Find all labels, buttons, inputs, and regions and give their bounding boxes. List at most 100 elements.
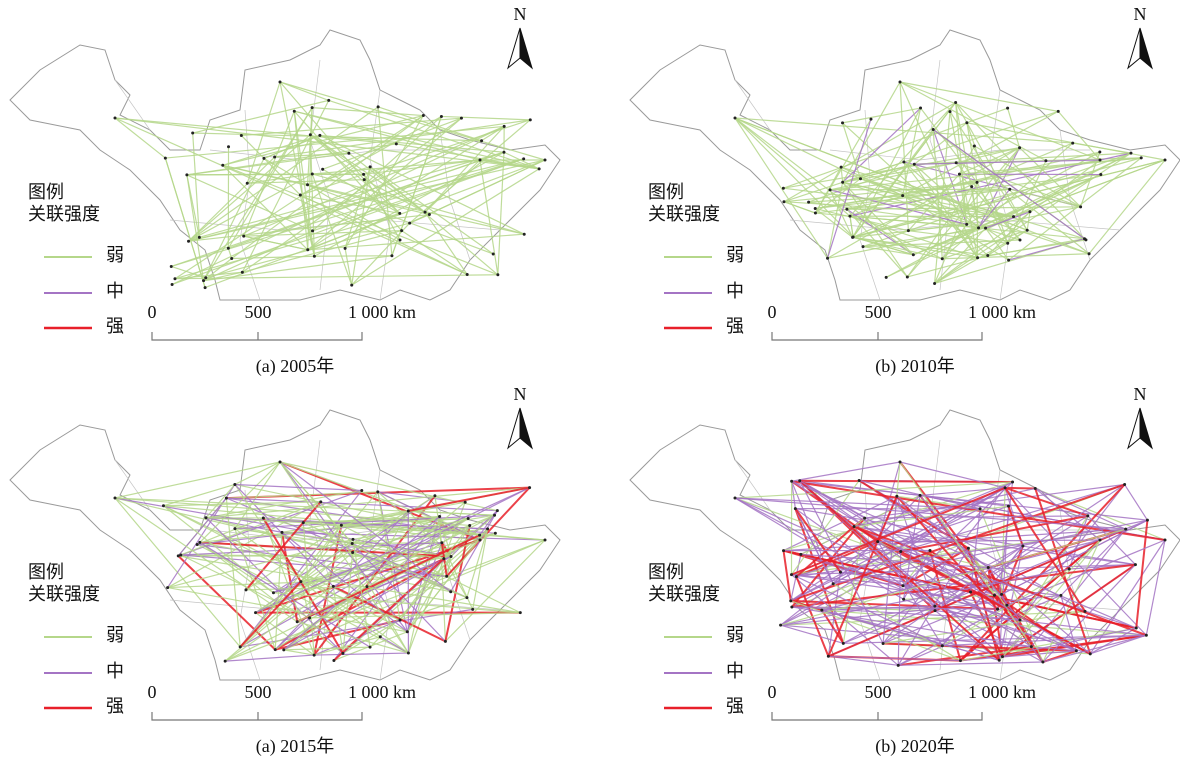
legend-subtitle: 关联强度 bbox=[28, 204, 100, 224]
scale-label: 500 bbox=[865, 682, 892, 702]
city-node bbox=[907, 229, 910, 232]
city-node bbox=[496, 509, 499, 512]
city-node bbox=[468, 524, 471, 527]
city-node bbox=[332, 585, 335, 588]
city-node bbox=[362, 173, 365, 176]
city-node bbox=[198, 541, 201, 544]
city-node bbox=[987, 566, 990, 569]
city-node bbox=[826, 257, 829, 260]
city-node bbox=[306, 248, 309, 251]
city-node bbox=[196, 543, 199, 546]
city-node bbox=[1124, 528, 1127, 531]
city-node bbox=[993, 594, 996, 597]
scale-label: 0 bbox=[148, 302, 157, 322]
legend-label: 弱 bbox=[726, 245, 744, 265]
city-node bbox=[851, 236, 854, 239]
legend-subtitle: 关联强度 bbox=[648, 204, 720, 224]
city-node bbox=[233, 483, 236, 486]
link bbox=[900, 82, 1058, 111]
link bbox=[400, 598, 467, 620]
city-node bbox=[313, 654, 316, 657]
city-node bbox=[1129, 152, 1132, 155]
link bbox=[187, 174, 364, 175]
city-node bbox=[166, 586, 169, 589]
city-node bbox=[293, 110, 296, 113]
city-node bbox=[390, 254, 393, 257]
city-node bbox=[973, 145, 976, 148]
city-node bbox=[242, 235, 245, 238]
city-node bbox=[869, 118, 872, 121]
north-arrow bbox=[520, 408, 532, 448]
city-node bbox=[976, 256, 979, 259]
city-node bbox=[369, 165, 372, 168]
city-node bbox=[1099, 173, 1102, 176]
city-node bbox=[1041, 661, 1044, 664]
link bbox=[193, 100, 329, 133]
city-node bbox=[494, 532, 497, 535]
city-node bbox=[191, 132, 194, 135]
city-node bbox=[177, 554, 180, 557]
city-node bbox=[428, 213, 431, 216]
city-node bbox=[807, 201, 810, 204]
panel-caption: (a) 2015年 bbox=[256, 736, 334, 757]
city-node bbox=[502, 151, 505, 154]
city-node bbox=[1001, 655, 1004, 658]
city-node bbox=[906, 275, 909, 278]
city-node bbox=[442, 557, 445, 560]
city-node bbox=[311, 106, 314, 109]
city-node bbox=[913, 163, 916, 166]
city-node bbox=[313, 255, 316, 258]
city-node bbox=[467, 517, 470, 520]
city-node bbox=[398, 212, 401, 215]
city-node bbox=[492, 252, 495, 255]
city-node bbox=[204, 286, 207, 289]
city-node bbox=[1083, 237, 1086, 240]
link bbox=[784, 551, 791, 601]
north-label: N bbox=[514, 4, 527, 24]
city-node bbox=[377, 105, 380, 108]
legend-label: 强 bbox=[726, 316, 744, 336]
city-node bbox=[1088, 252, 1091, 255]
city-node bbox=[967, 547, 970, 550]
city-node bbox=[327, 99, 330, 102]
city-node bbox=[319, 500, 322, 503]
city-node bbox=[198, 236, 201, 239]
link bbox=[115, 118, 396, 144]
city-node bbox=[1123, 483, 1126, 486]
legend-label: 弱 bbox=[106, 245, 124, 265]
city-node bbox=[853, 525, 856, 528]
city-node bbox=[254, 611, 257, 614]
city-node bbox=[902, 160, 905, 163]
city-node bbox=[424, 211, 427, 214]
legend-label: 强 bbox=[726, 696, 744, 716]
legend-label: 强 bbox=[106, 316, 124, 336]
city-node bbox=[406, 630, 409, 633]
city-node bbox=[1006, 107, 1009, 110]
city-node bbox=[185, 173, 188, 176]
city-node bbox=[523, 233, 526, 236]
legend-label: 中 bbox=[726, 661, 744, 681]
city-node bbox=[965, 223, 968, 226]
scale-label: 0 bbox=[768, 302, 777, 322]
city-node bbox=[179, 554, 182, 557]
city-node bbox=[1019, 239, 1022, 242]
city-node bbox=[449, 590, 452, 593]
city-node bbox=[1146, 519, 1149, 522]
link bbox=[402, 231, 468, 275]
city-node bbox=[522, 157, 525, 160]
city-node bbox=[114, 497, 117, 500]
city-node bbox=[376, 490, 379, 493]
city-node bbox=[341, 652, 344, 655]
city-node bbox=[839, 571, 842, 574]
city-node bbox=[885, 276, 888, 279]
city-node bbox=[790, 605, 793, 608]
panel-caption: (a) 2005年 bbox=[256, 356, 334, 377]
city-node bbox=[202, 279, 205, 282]
city-node bbox=[899, 461, 902, 464]
north-label: N bbox=[514, 384, 527, 404]
city-node bbox=[782, 187, 785, 190]
north-arrow bbox=[1140, 408, 1152, 448]
city-node bbox=[1098, 151, 1101, 154]
